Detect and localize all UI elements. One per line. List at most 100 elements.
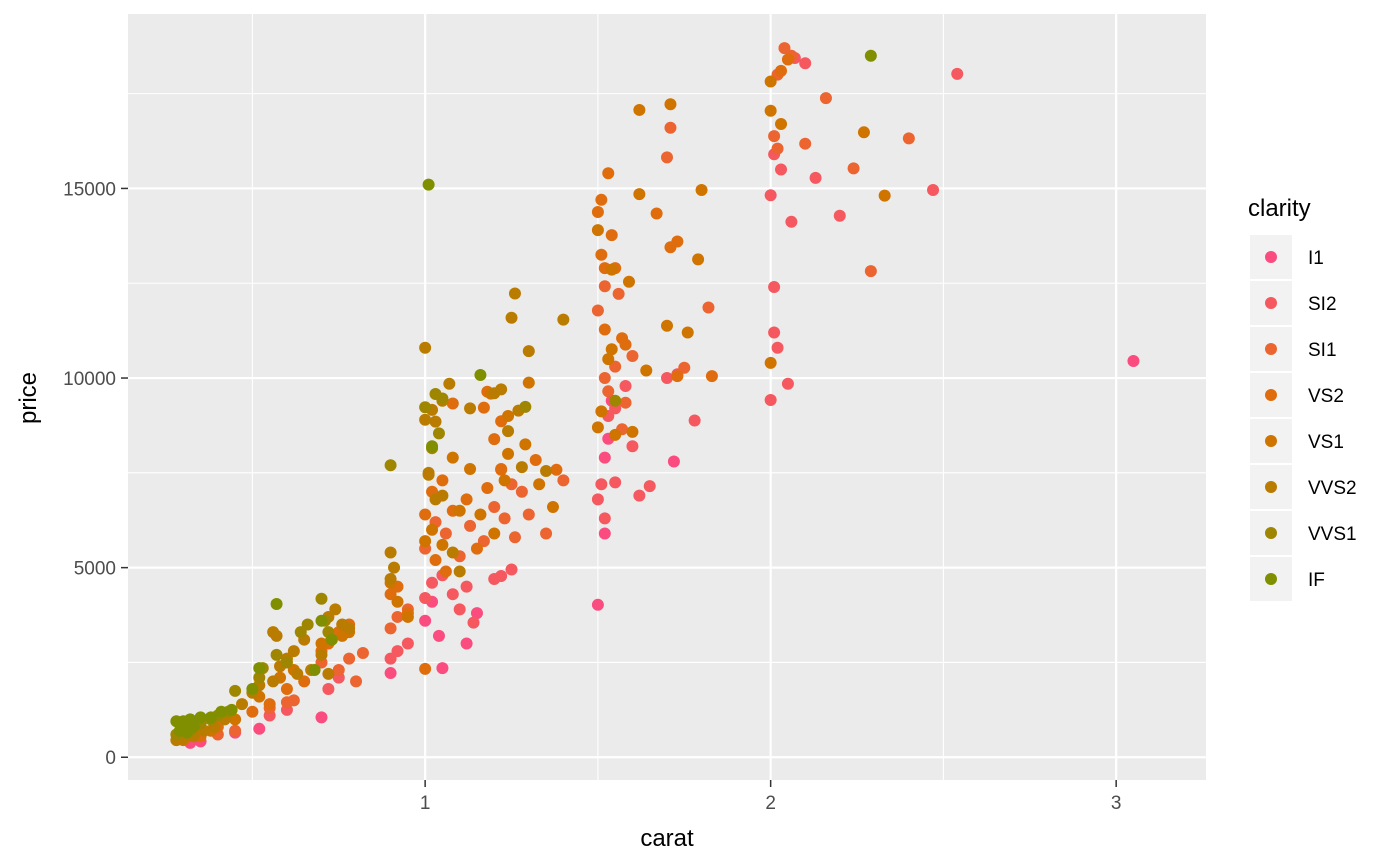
data-point <box>529 453 542 466</box>
data-point <box>419 662 432 675</box>
data-point <box>768 326 781 339</box>
data-point <box>315 711 328 724</box>
data-point <box>619 338 632 351</box>
data-point <box>768 130 781 143</box>
data-point <box>315 648 328 661</box>
data-point <box>764 394 777 407</box>
data-point <box>384 652 397 665</box>
data-point <box>391 595 404 608</box>
data-point <box>602 385 615 398</box>
data-point <box>546 500 559 513</box>
data-point <box>692 253 705 266</box>
x-tick-label: 1 <box>420 793 431 814</box>
legend-key-point <box>1265 435 1277 447</box>
data-point <box>671 235 684 248</box>
data-point <box>857 126 870 139</box>
data-point <box>609 394 622 407</box>
data-point <box>764 104 777 117</box>
data-point <box>609 360 622 373</box>
data-point <box>612 287 625 300</box>
data-point <box>464 463 477 476</box>
data-point <box>522 345 535 358</box>
legend-key-point <box>1265 297 1277 309</box>
data-point <box>388 561 401 574</box>
axes: 1 2 3 0 5000 10000 15000 <box>63 179 1121 814</box>
data-point <box>291 667 304 680</box>
data-point <box>602 167 615 180</box>
data-point <box>505 563 518 576</box>
data-point <box>775 117 788 130</box>
data-point <box>294 626 307 639</box>
data-point <box>270 648 283 661</box>
data-point <box>799 137 812 150</box>
data-point <box>419 341 432 354</box>
legend-label: VS1 <box>1308 432 1344 453</box>
y-axis: 0 5000 10000 15000 <box>63 179 128 769</box>
data-point <box>695 183 708 196</box>
data-point <box>633 188 646 201</box>
data-point <box>426 440 439 453</box>
data-point <box>301 618 314 631</box>
data-point <box>785 215 798 228</box>
x-axis-title: carat <box>640 825 694 852</box>
data-point <box>488 527 501 540</box>
data-point <box>771 341 784 354</box>
data-point <box>194 711 207 724</box>
x-tick-label: 3 <box>1111 793 1122 814</box>
data-point <box>453 603 466 616</box>
data-points <box>170 42 1140 749</box>
data-point <box>591 598 604 611</box>
data-point <box>598 527 611 540</box>
data-point <box>764 75 777 88</box>
data-point <box>508 287 521 300</box>
data-point <box>432 629 445 642</box>
data-point <box>436 538 449 551</box>
data-point <box>626 425 639 438</box>
data-point <box>401 610 414 623</box>
data-point <box>591 304 604 317</box>
legend-label: SI1 <box>1308 340 1337 361</box>
data-point <box>419 591 432 604</box>
data-point <box>429 493 442 506</box>
data-point <box>263 698 276 711</box>
data-point <box>595 478 608 491</box>
legend-entry-vs1: VS1 <box>1250 419 1344 463</box>
data-point <box>446 588 459 601</box>
legend-entry-if: IF <box>1250 557 1325 601</box>
data-point <box>180 726 193 739</box>
data-point <box>470 607 483 620</box>
data-point <box>650 207 663 220</box>
data-point <box>443 377 456 390</box>
data-point <box>229 724 242 737</box>
data-point <box>902 132 915 145</box>
legend-entry-vvs1: VVS1 <box>1250 511 1357 555</box>
data-point <box>519 438 532 451</box>
data-point <box>681 326 694 339</box>
data-point <box>778 42 791 55</box>
legend-label: SI2 <box>1308 294 1337 315</box>
data-point <box>270 598 283 611</box>
data-point <box>502 425 515 438</box>
data-point <box>384 667 397 680</box>
data-point <box>439 565 452 578</box>
data-point <box>391 645 404 658</box>
data-point <box>419 614 432 627</box>
data-point <box>298 675 311 688</box>
y-tick-label: 0 <box>105 748 116 769</box>
data-point <box>488 433 501 446</box>
data-point <box>384 622 397 635</box>
legend-key-point <box>1265 527 1277 539</box>
legend-entry-si1: SI1 <box>1250 327 1337 371</box>
data-point <box>768 281 781 294</box>
data-point <box>764 356 777 369</box>
data-point <box>661 151 673 164</box>
data-point <box>225 703 238 716</box>
y-tick-label: 15000 <box>63 179 116 200</box>
data-point <box>267 675 280 688</box>
data-point <box>460 580 473 593</box>
data-point <box>343 652 356 665</box>
data-point <box>280 656 293 669</box>
data-point <box>446 546 459 559</box>
data-point <box>495 463 508 476</box>
data-point <box>246 682 259 695</box>
